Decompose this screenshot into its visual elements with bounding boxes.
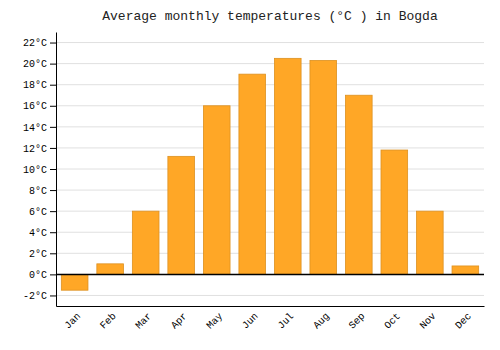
y-tick-label: 8°C (29, 186, 47, 197)
grid-line (56, 84, 484, 85)
bar (417, 211, 444, 274)
y-tick: -2°C (23, 291, 56, 302)
x-tick: Jan (63, 311, 84, 332)
grid (56, 43, 484, 296)
bar (310, 60, 337, 274)
x-tick: Feb (98, 311, 119, 332)
y-tick-label: 12°C (23, 144, 47, 155)
x-tick: Mar (134, 311, 155, 332)
y-tick-mark (50, 274, 56, 275)
grid-line (56, 63, 484, 64)
grid-line (56, 147, 484, 148)
grid-line (56, 126, 484, 127)
y-tick-label: 14°C (23, 123, 47, 134)
y-tick-mark (50, 127, 56, 128)
bar (132, 211, 159, 274)
x-tick-label: Sep (347, 311, 368, 332)
y-tick-label: 6°C (29, 207, 47, 218)
y-tick-label: 16°C (23, 101, 47, 112)
y-tick-mark (50, 190, 56, 191)
bar (97, 264, 124, 275)
zero-line (56, 274, 484, 276)
y-tick-label: 10°C (23, 165, 47, 176)
y-tick: 12°C (23, 144, 56, 155)
plot: -2°C 0°C 2°C 4°C 6°C 8°C 10°C 12°C 14°C 16°C 18°C 2… (23, 33, 485, 332)
grid-line (56, 274, 484, 275)
y-tick: 18°C (23, 80, 56, 91)
x-tick-label: Feb (98, 311, 119, 332)
bar (203, 106, 230, 275)
x-tick-label: Jul (276, 311, 297, 332)
y-tick-mark (50, 295, 56, 296)
y-tick: 2°C (29, 249, 56, 260)
y-tick: 8°C (29, 186, 56, 197)
x-tick: Apr (169, 311, 190, 332)
x-tick-label: Mar (134, 311, 155, 332)
grid-line (56, 190, 484, 191)
x-tick: Dec (453, 311, 474, 332)
x-tick: Sep (347, 311, 368, 332)
x-tick: Jun (240, 311, 261, 332)
y-tick: 14°C (23, 123, 56, 134)
y-tick-mark (50, 85, 56, 86)
y-tick-mark (50, 253, 56, 254)
chart: -2°C 0°C 2°C 4°C 6°C 8°C 10°C 12°C 14°C 16°C 18°C 2… (0, 0, 500, 350)
y-tick-mark (50, 106, 56, 107)
bars (61, 58, 478, 290)
y-tick-label: 22°C (23, 38, 47, 49)
x-tick-label: Jan (63, 311, 84, 332)
y-tick-label: 20°C (23, 59, 47, 70)
y-tick-mark (50, 148, 56, 149)
bar (345, 95, 372, 274)
grid-line (56, 169, 484, 170)
y-tick-mark (50, 169, 56, 170)
title: Average monthly temperatures (°C ) in Bo… (102, 9, 438, 24)
x-tick: Jul (276, 311, 297, 332)
y-tick-mark (50, 211, 56, 212)
y-tick-label: 0°C (29, 270, 47, 281)
y-tick-label: -2°C (23, 291, 47, 302)
y-tick: 6°C (29, 207, 56, 218)
x-tick-label: Nov (418, 311, 439, 332)
x-tick-label: Jun (240, 311, 261, 332)
bar (274, 58, 301, 274)
x-tick: Nov (418, 311, 439, 332)
y-tick-label: 18°C (23, 80, 47, 91)
x-tick: May (205, 311, 226, 332)
grid-line (56, 42, 484, 43)
x-tick-label: Apr (169, 311, 190, 332)
y-tick-label: 2°C (29, 249, 47, 260)
bar (61, 274, 88, 290)
y-tick-mark (50, 232, 56, 233)
y-axis-line (56, 33, 57, 307)
y-tick: 20°C (23, 59, 56, 70)
x-tick: Oct (382, 311, 403, 332)
grid-line (56, 105, 484, 106)
bar (381, 150, 408, 274)
y-tick-mark (50, 64, 56, 65)
y-tick-label: 4°C (29, 228, 47, 239)
y-tick-mark (50, 43, 56, 44)
y-axis: -2°C 0°C 2°C 4°C 6°C 8°C 10°C 12°C 14°C 16°C 18°C 2… (23, 33, 57, 307)
y-tick: 22°C (23, 38, 56, 49)
x-tick-label: Dec (453, 311, 474, 332)
x-tick: Aug (311, 311, 332, 332)
bar (168, 156, 195, 274)
bar (239, 74, 266, 274)
x-axis: Jan Feb Mar Apr May Jun Jul Aug Sep Oct Nov Dec (57, 307, 485, 332)
y-tick: 0°C (29, 270, 56, 281)
x-tick-label: Oct (382, 311, 403, 332)
y-tick: 10°C (23, 165, 56, 176)
x-axis-line (57, 306, 485, 307)
bar (452, 266, 479, 274)
y-tick: 4°C (29, 228, 56, 239)
x-tick-label: Aug (311, 311, 332, 332)
x-tick-label: May (205, 311, 226, 332)
y-tick: 16°C (23, 101, 56, 112)
grid-line (56, 295, 484, 296)
